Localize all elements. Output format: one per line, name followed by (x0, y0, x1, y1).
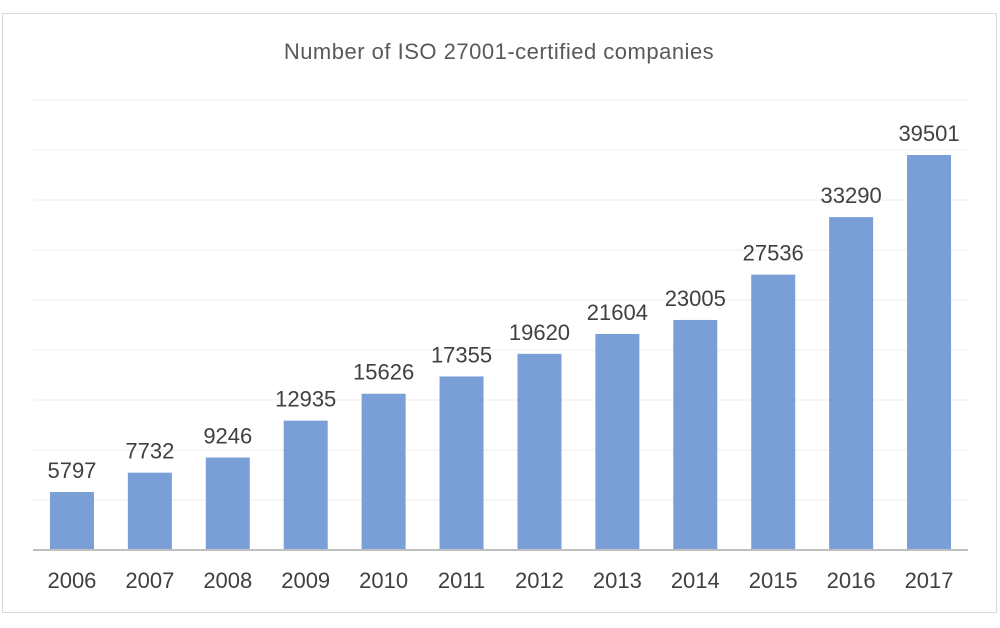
data-labels: 5797 7732 9246 12935 15626 17355 19620 21604 230… (47, 121, 959, 483)
bar-2009 (283, 420, 328, 550)
bar-2016 (829, 217, 874, 550)
bar-2015 (751, 274, 796, 550)
data-label-2015: 27536 (743, 241, 804, 266)
data-label-2006: 5797 (47, 458, 96, 483)
data-label-2014: 23005 (665, 286, 726, 311)
x-tick-2009: 2009 (281, 568, 330, 593)
x-tick-2013: 2013 (593, 568, 642, 593)
bar-2010 (361, 393, 406, 550)
bar-2014 (673, 319, 718, 550)
x-tick-labels: 2006 2007 2008 2009 2010 2011 2012 2013 2014 2015… (47, 568, 953, 593)
x-tick-2007: 2007 (125, 568, 174, 593)
data-label-2016: 33290 (821, 183, 882, 208)
chart-title: Number of ISO 27001-certified companies (284, 39, 714, 64)
bar-2017 (907, 154, 952, 551)
bar-2008 (205, 457, 250, 550)
data-label-2008: 9246 (203, 424, 252, 449)
data-label-2010: 15626 (353, 360, 414, 385)
x-tick-2010: 2010 (359, 568, 408, 593)
data-label-2013: 21604 (587, 300, 648, 325)
x-tick-2014: 2014 (671, 568, 720, 593)
bar-2011 (439, 376, 484, 550)
data-label-2012: 19620 (509, 320, 570, 345)
bars (49, 154, 952, 551)
x-tick-2011: 2011 (438, 568, 485, 593)
x-tick-2017: 2017 (905, 568, 954, 593)
x-tick-2016: 2016 (827, 568, 876, 593)
data-label-2007: 7732 (125, 439, 174, 464)
gridlines (33, 99, 968, 501)
x-tick-2006: 2006 (47, 568, 96, 593)
bar-2012 (517, 353, 562, 550)
x-tick-2015: 2015 (749, 568, 798, 593)
bar-2006 (49, 492, 94, 550)
data-label-2011: 17355 (431, 342, 492, 367)
bar-2007 (127, 472, 172, 550)
bar-2013 (595, 333, 640, 550)
data-label-2017: 39501 (898, 121, 959, 146)
x-tick-2012: 2012 (515, 568, 564, 593)
data-label-2009: 12935 (275, 387, 336, 412)
x-tick-2008: 2008 (203, 568, 252, 593)
